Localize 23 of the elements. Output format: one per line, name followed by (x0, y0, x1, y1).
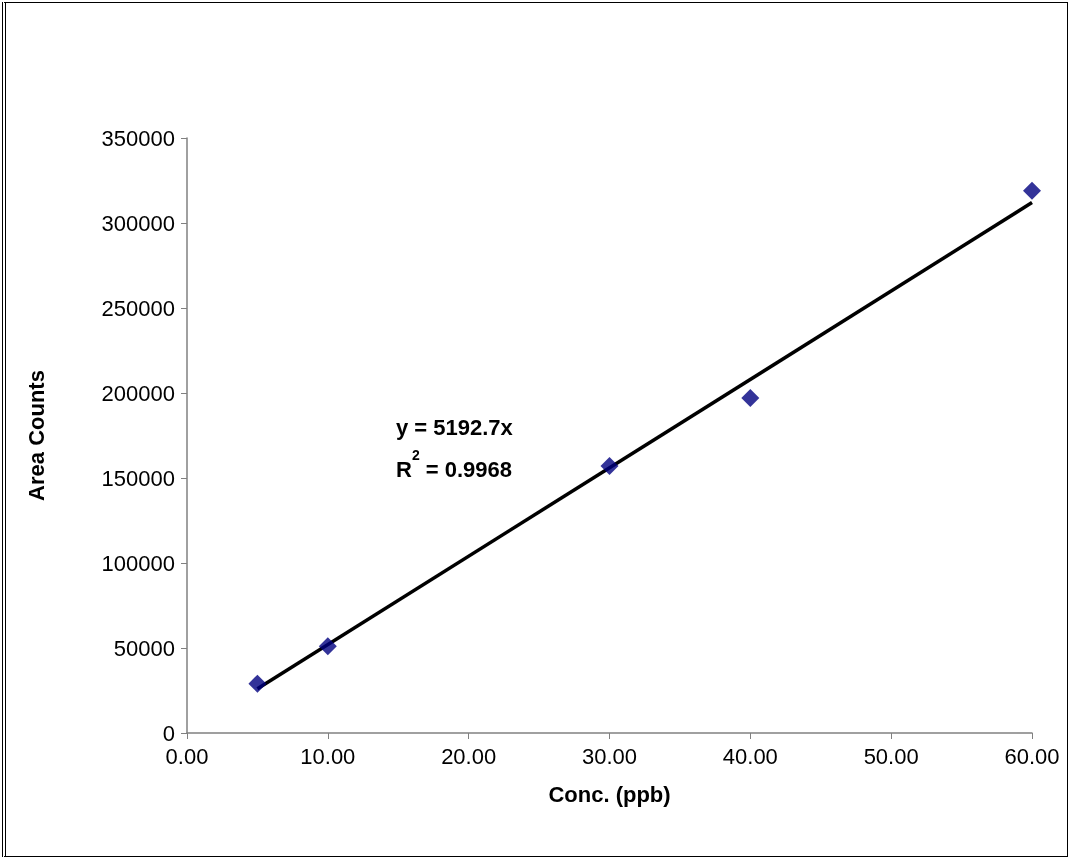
x-tick-label: 30.00 (581, 743, 638, 769)
x-tick-label: 20.00 (441, 743, 497, 769)
y-tick-label: 150000 (101, 465, 175, 491)
annotation: y = 5192.7x (396, 414, 514, 440)
point (1023, 181, 1041, 200)
point (741, 389, 760, 408)
y-tick-label: 350000 (101, 125, 175, 151)
y-axis-title: Area Counts (23, 370, 49, 501)
y-tick-label: 200000 (101, 380, 175, 406)
x-tick-label: 10.00 (300, 743, 356, 769)
x-axis-title: Conc. (ppb) (548, 781, 671, 807)
y-tick-label: 250000 (101, 295, 175, 321)
x-tick-label: 40.00 (722, 743, 778, 769)
point (318, 637, 337, 656)
y-tick-label: 50000 (113, 635, 175, 661)
point (248, 674, 267, 693)
y-tick-label: 300000 (101, 210, 175, 236)
point (600, 457, 619, 476)
x-tick-label: 0.00 (165, 743, 209, 769)
x-tick-label: 60.00 (1004, 743, 1060, 769)
y-tick-label: 100000 (101, 550, 175, 576)
x-tick-label: 50.00 (863, 743, 919, 769)
y-tick-label: 0 (162, 720, 175, 746)
